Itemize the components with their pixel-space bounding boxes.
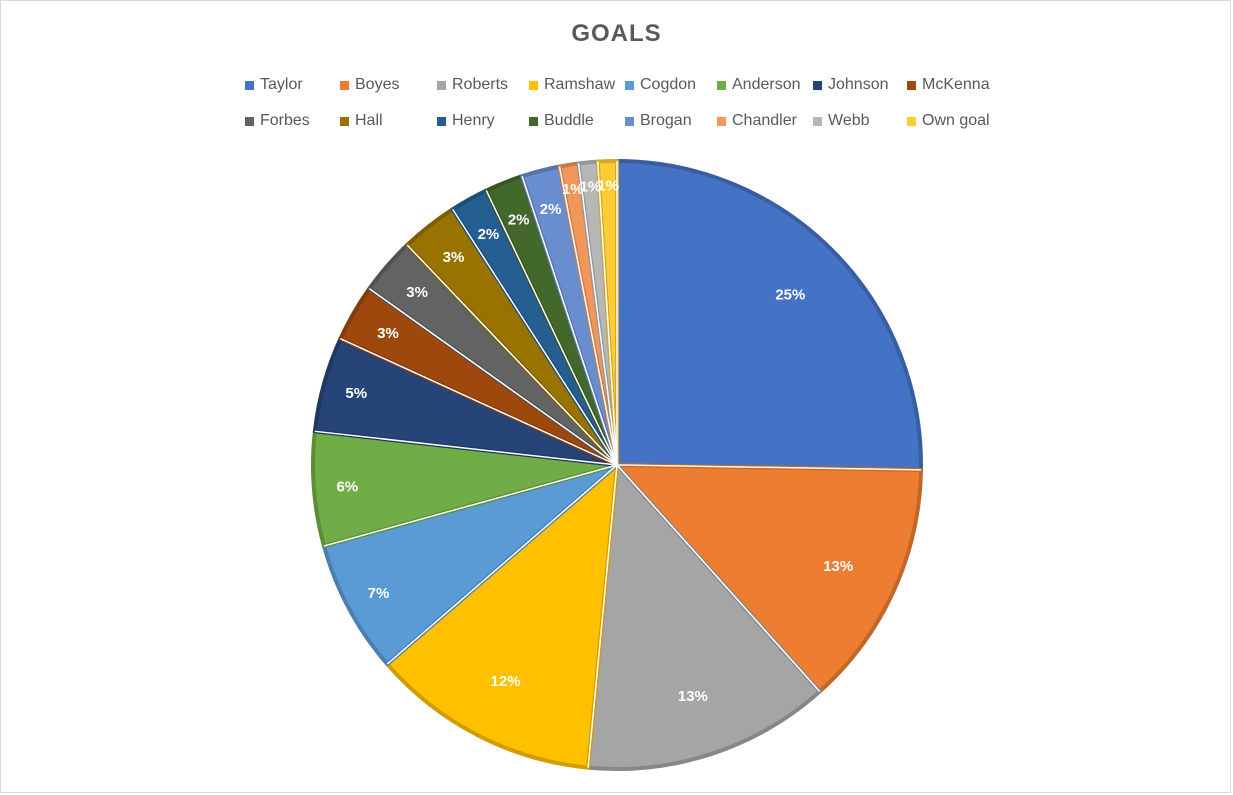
slice-separator <box>406 244 618 466</box>
legend-item: Forbes <box>245 110 310 132</box>
legend-item: Webb <box>813 110 870 132</box>
slice-separator <box>314 430 618 466</box>
legend-item: Own goal <box>907 110 990 132</box>
legend-label: Brogan <box>640 112 692 129</box>
legend-label: Anderson <box>732 76 801 93</box>
legend-item: Boyes <box>340 74 399 96</box>
pie-slice-taylor <box>615 159 923 472</box>
data-label: 2% <box>508 211 530 228</box>
legend-label: Ramshaw <box>544 76 616 93</box>
slice-separator <box>587 464 618 768</box>
data-label: 3% <box>443 249 465 266</box>
legend-label: Chandler <box>732 112 797 129</box>
legend-item: Henry <box>437 110 495 132</box>
data-label: 1% <box>597 177 619 194</box>
data-label: 3% <box>406 284 428 301</box>
data-label: 7% <box>368 585 390 602</box>
legend-swatch <box>625 80 634 90</box>
legend-item: Hall <box>340 110 383 132</box>
pie-slice-cogdon <box>321 463 619 667</box>
legend-swatch <box>245 116 254 126</box>
legend-item: Buddle <box>529 110 594 132</box>
data-label: 6% <box>336 478 358 495</box>
legend-label: Boyes <box>355 76 400 93</box>
slice-separator <box>616 464 821 693</box>
slice-separator <box>577 163 618 466</box>
pie-slice-boyes <box>615 463 923 694</box>
legend-swatch <box>813 80 822 90</box>
legend-label: Taylor <box>260 76 303 93</box>
data-label: 13% <box>678 688 708 705</box>
data-label: 12% <box>491 673 521 690</box>
data-label: 13% <box>823 558 853 575</box>
legend-item: Brogan <box>625 110 692 132</box>
legend-label: Hall <box>355 112 383 129</box>
legend-label: Buddle <box>544 112 594 129</box>
legend-swatch <box>625 116 634 126</box>
legend-item: Anderson <box>717 74 801 96</box>
pie-slice-ramshaw <box>385 463 619 770</box>
slice-separator <box>521 175 618 466</box>
slice-separator <box>340 338 618 466</box>
slice-separator <box>323 464 618 547</box>
slice-separator <box>452 208 618 466</box>
legend-label: Roberts <box>452 76 509 93</box>
legend-label: Webb <box>828 112 870 129</box>
legend-label: Henry <box>452 112 495 129</box>
legend-swatch <box>245 80 254 90</box>
legend-swatch <box>529 80 538 90</box>
legend-label: Own goal <box>922 112 990 129</box>
legend-label: Johnson <box>828 76 889 93</box>
data-label: 25% <box>775 286 805 303</box>
slice-separator <box>616 464 921 471</box>
legend-swatch <box>529 116 538 126</box>
slice-separator <box>558 166 618 466</box>
data-label: 1% <box>580 179 602 196</box>
legend-swatch <box>437 116 446 126</box>
legend-item: Chandler <box>717 110 797 132</box>
data-label: 2% <box>540 201 562 218</box>
legend-swatch <box>717 116 726 126</box>
slice-separator <box>386 464 618 665</box>
legend-swatch <box>340 80 349 90</box>
legend-label: Cogdon <box>640 76 697 93</box>
legend-label: McKenna <box>922 76 990 93</box>
legend-swatch <box>340 116 349 126</box>
legend-swatch <box>717 80 726 90</box>
slice-separator <box>368 288 618 466</box>
legend-swatch <box>907 116 916 126</box>
data-label: 3% <box>377 325 399 342</box>
legend-item: McKenna <box>907 74 990 96</box>
legend-item: Cogdon <box>625 74 696 96</box>
legend-item: Roberts <box>437 74 508 96</box>
chart-title: GOALS <box>571 20 662 47</box>
legend-swatch <box>437 80 446 90</box>
legend-swatch <box>813 116 822 126</box>
legend-swatch <box>907 80 916 90</box>
legend-item: Taylor <box>245 74 303 96</box>
legend-label: Forbes <box>260 112 310 129</box>
pie-slice-roberts <box>586 463 822 771</box>
legend-item: Ramshaw <box>529 74 615 96</box>
data-label: 5% <box>345 385 367 402</box>
data-label: 1% <box>562 181 584 198</box>
legend-item: Johnson <box>813 74 889 96</box>
data-label: 2% <box>478 226 500 243</box>
slice-separator <box>485 190 618 466</box>
slice-separator <box>596 161 618 466</box>
